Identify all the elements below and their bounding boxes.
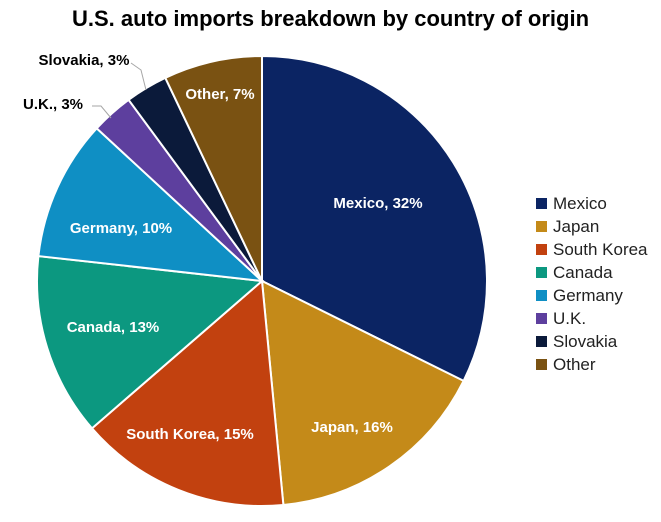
legend-swatch <box>536 198 547 209</box>
legend-item-mexico: Mexico <box>536 192 648 215</box>
legend-swatch <box>536 244 547 255</box>
pie-slice-japan <box>260 279 465 507</box>
legend-swatch <box>536 336 547 347</box>
legend-item-germany: Germany <box>536 284 648 307</box>
legend-swatch <box>536 359 547 370</box>
data-label-slovakia: Slovakia, 3% <box>39 52 130 69</box>
pie-slice-other <box>163 54 263 282</box>
pie-slice-canada <box>36 254 265 430</box>
data-label-canada: Canada, 13% <box>67 319 160 336</box>
legend-label: Slovakia <box>553 331 618 351</box>
legend-label: Canada <box>553 262 613 282</box>
legend-swatch <box>536 313 547 324</box>
legend-label: South Korea <box>553 239 648 259</box>
data-label-japan: Japan, 16% <box>311 419 393 436</box>
pie-slice-south-korea <box>90 278 285 507</box>
legend-item-slovakia: Slovakia <box>536 330 648 353</box>
legend-swatch <box>536 267 547 278</box>
legend-label: Germany <box>553 285 623 305</box>
chart-title: U.S. auto imports breakdown by country o… <box>71 6 590 31</box>
data-label-mexico: Mexico, 32% <box>333 195 422 212</box>
legend-item-south-korea: South Korea <box>536 238 648 261</box>
legend-item-canada: Canada <box>536 261 648 284</box>
data-label-other: Other, 7% <box>185 86 254 103</box>
chart-legend: Mexico Japan South Korea Canada Germany U.K. S… <box>536 192 648 376</box>
data-label-germany: Germany, 10% <box>70 220 172 237</box>
data-label-u-k: U.K., 3% <box>23 96 83 113</box>
legend-label: Other <box>553 354 596 374</box>
pie-slice-germany <box>37 126 265 283</box>
leader-line-slovakia <box>130 62 147 91</box>
data-label-south-korea: South Korea, 15% <box>126 426 254 443</box>
pie-slice-mexico <box>261 54 488 383</box>
legend-label: Mexico <box>553 193 607 213</box>
legend-item-other: Other <box>536 353 648 376</box>
legend-label: U.K. <box>553 308 587 328</box>
legend-swatch <box>536 290 547 301</box>
legend-item-u-k: U.K. <box>536 307 648 330</box>
legend-item-japan: Japan <box>536 215 648 238</box>
legend-swatch <box>536 221 547 232</box>
leader-line-u-k <box>92 105 112 119</box>
legend-label: Japan <box>553 216 600 236</box>
